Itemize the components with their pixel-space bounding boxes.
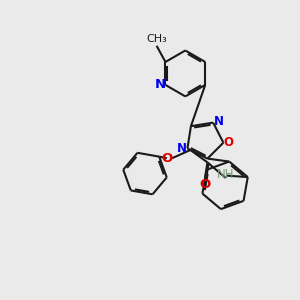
Text: O: O bbox=[224, 136, 234, 149]
Text: N: N bbox=[177, 142, 187, 155]
Text: N: N bbox=[154, 78, 166, 92]
Text: O: O bbox=[200, 178, 211, 190]
Text: O: O bbox=[161, 152, 172, 165]
Text: NH: NH bbox=[217, 168, 234, 181]
Text: CH₃: CH₃ bbox=[146, 34, 167, 44]
Text: N: N bbox=[214, 115, 224, 128]
